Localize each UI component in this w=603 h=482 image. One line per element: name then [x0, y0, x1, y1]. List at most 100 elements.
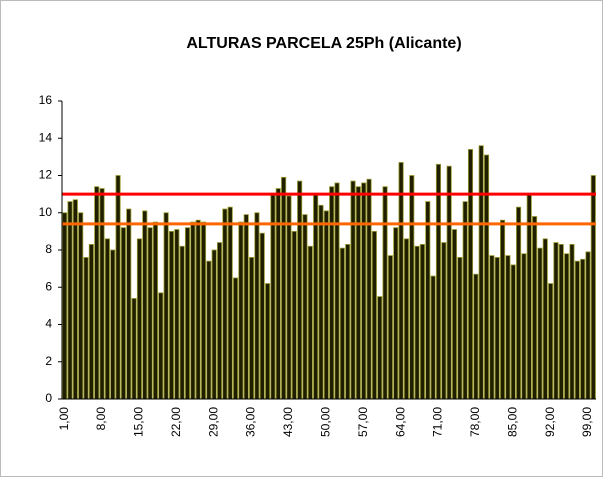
bar: [441, 242, 447, 400]
bar: [291, 230, 297, 400]
bar: [72, 199, 78, 400]
bar: [489, 255, 495, 400]
bar: [99, 188, 105, 400]
bar: [142, 210, 148, 400]
bar: [446, 165, 452, 400]
bar: [275, 188, 281, 400]
y-tick-label: 12: [39, 168, 53, 182]
x-tick-label: 8,00: [94, 407, 108, 431]
bar: [254, 212, 260, 400]
bar: [532, 216, 538, 400]
bar: [238, 221, 244, 400]
x-tick-label: 43,00: [281, 407, 295, 437]
bar: [211, 249, 217, 400]
bar: [286, 195, 292, 400]
bar: [168, 230, 175, 400]
bar: [259, 232, 265, 400]
bar: [382, 186, 388, 400]
bar: [227, 206, 233, 400]
bar: [62, 212, 68, 400]
bar: [94, 186, 100, 400]
x-tick-label: 36,00: [244, 407, 258, 437]
bar: [152, 221, 158, 400]
bar: [307, 245, 313, 400]
bar: [323, 210, 329, 400]
bar: [233, 277, 239, 400]
bar: [147, 227, 153, 400]
bar: [339, 247, 345, 400]
bar: [265, 283, 271, 400]
bar: [542, 238, 548, 400]
bar: [414, 245, 420, 400]
bar: [179, 245, 185, 400]
bar: [216, 242, 223, 400]
x-tick-label: 78,00: [468, 407, 482, 437]
bar: [393, 227, 399, 400]
x-tick-label: 29,00: [206, 407, 220, 437]
bar: [505, 255, 511, 400]
bar: [88, 244, 94, 400]
bar: [483, 154, 490, 400]
bar: [516, 206, 522, 400]
bar: [553, 242, 559, 400]
bar: [467, 149, 474, 400]
bar: [104, 238, 110, 400]
bar: [403, 238, 409, 400]
bar: [163, 212, 169, 400]
bar: [548, 283, 554, 400]
bar: [473, 273, 479, 400]
y-tick-label: 14: [39, 130, 53, 144]
bar: [302, 214, 308, 400]
bar: [83, 257, 89, 400]
bar: [190, 221, 196, 400]
bar: [126, 208, 132, 400]
bar: [355, 186, 361, 400]
bar: [425, 201, 431, 400]
bar: [462, 201, 468, 400]
bar: [564, 253, 570, 400]
bar: [158, 292, 164, 400]
x-tick-label: 64,00: [393, 407, 407, 437]
bar: [131, 298, 137, 400]
y-tick-label: 0: [45, 391, 52, 405]
bar: [574, 260, 580, 400]
y-tick-label: 10: [39, 205, 53, 219]
bar: [115, 175, 121, 400]
bar: [243, 214, 249, 400]
bar: [136, 238, 142, 400]
y-tick-label: 6: [45, 279, 52, 293]
bar: [580, 258, 586, 400]
y-tick-label: 8: [45, 242, 52, 256]
bar: [350, 180, 356, 400]
x-tick-label: 71,00: [431, 407, 445, 437]
bar: [371, 230, 377, 400]
bar: [521, 253, 527, 400]
bar: [195, 219, 201, 400]
bar: [200, 221, 207, 400]
bar: [361, 182, 367, 400]
bar: [206, 260, 212, 400]
bar: [500, 219, 506, 400]
x-tick-label: 50,00: [319, 407, 333, 437]
x-tick-label: 22,00: [169, 407, 183, 437]
bar: [558, 244, 564, 400]
x-tick-label: 99,00: [580, 407, 594, 437]
bar: [174, 229, 180, 400]
bar: [590, 175, 596, 400]
bar: [387, 255, 393, 400]
bar: [184, 227, 191, 400]
x-tick-label: 1,00: [57, 407, 71, 431]
bar: [494, 257, 500, 400]
y-tick-label: 2: [45, 354, 52, 368]
bar: [329, 186, 335, 400]
bar: [249, 257, 255, 400]
bar: [451, 229, 458, 400]
bar: [297, 180, 303, 400]
bar: [334, 182, 340, 400]
bar: [537, 247, 543, 400]
bar: [318, 204, 324, 400]
bar: [585, 251, 591, 400]
bar: [281, 176, 287, 400]
bar: [419, 244, 425, 400]
